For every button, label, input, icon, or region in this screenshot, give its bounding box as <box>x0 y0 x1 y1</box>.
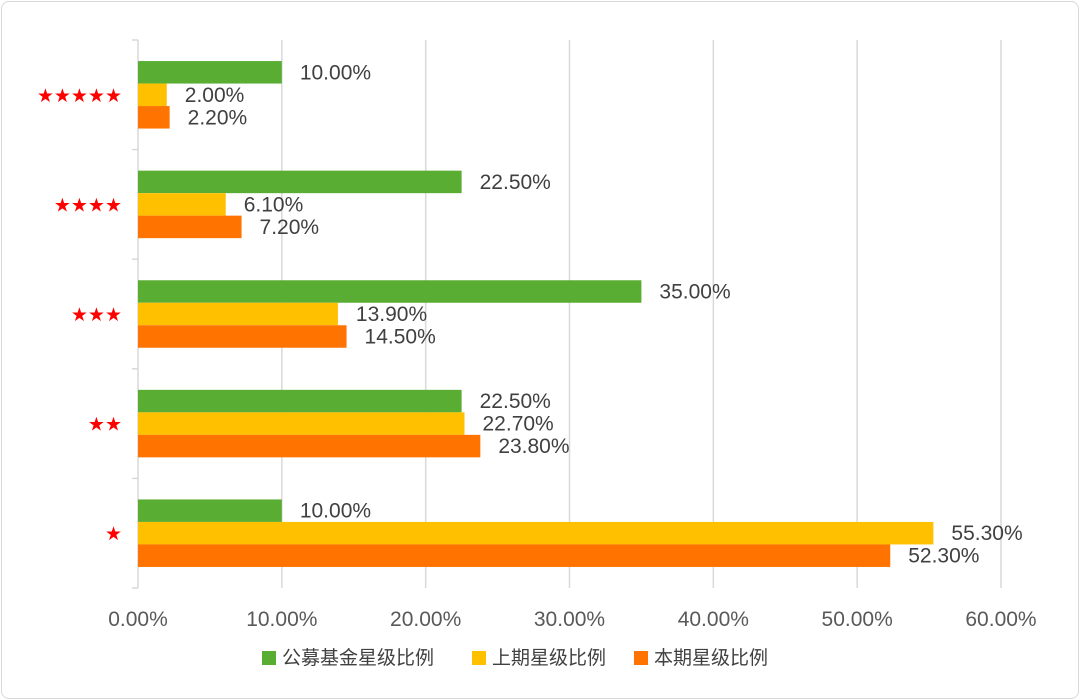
category-label: ★★★ <box>71 305 122 326</box>
data-label: 22.50% <box>480 171 551 194</box>
bar-2 <box>138 412 465 435</box>
category-label: ★ <box>105 524 122 545</box>
legend-label: 公募基金星级比例 <box>282 647 434 669</box>
x-tick-label: 30.00% <box>534 608 605 631</box>
bar-2 <box>138 521 934 545</box>
bar-3 <box>138 215 242 239</box>
bar-2 <box>138 193 226 216</box>
bar-3 <box>138 544 891 567</box>
data-label: 52.30% <box>908 545 979 568</box>
category-label: ★★★★★ <box>37 86 122 107</box>
bar-2 <box>138 83 167 107</box>
bar-3 <box>138 106 170 129</box>
data-label: 10.00% <box>300 61 371 84</box>
data-label: 22.70% <box>483 413 554 436</box>
data-label: 2.20% <box>188 106 248 129</box>
x-tick-label: 40.00% <box>678 608 749 631</box>
bar-3 <box>138 325 347 348</box>
data-label: 10.00% <box>300 500 371 523</box>
data-label: 13.90% <box>356 303 427 326</box>
bar-1 <box>138 61 282 84</box>
data-label: 2.00% <box>185 84 245 107</box>
x-tick-label: 0.00% <box>108 608 168 631</box>
data-label: 55.30% <box>951 522 1022 545</box>
bar-1 <box>138 389 462 413</box>
data-label: 35.00% <box>659 281 730 304</box>
x-tick-label: 20.00% <box>390 608 461 631</box>
bar-3 <box>138 434 481 458</box>
x-tick-label: 60.00% <box>965 608 1036 631</box>
bar-1 <box>138 170 462 194</box>
data-label: 7.20% <box>260 216 320 239</box>
data-label: 23.80% <box>498 435 569 458</box>
legend-swatch <box>634 651 648 665</box>
data-label: 6.10% <box>244 193 304 216</box>
data-label: 14.50% <box>365 326 436 349</box>
legend-label: 上期星级比例 <box>492 647 606 669</box>
bar-2 <box>138 302 338 326</box>
data-label: 22.50% <box>480 390 551 413</box>
category-label: ★★ <box>88 415 122 436</box>
x-tick-label: 10.00% <box>246 608 317 631</box>
x-tick-label: 50.00% <box>822 608 893 631</box>
legend-swatch <box>472 651 486 665</box>
legend-label: 本期星级比例 <box>654 647 768 669</box>
bar-1 <box>138 499 282 522</box>
legend-swatch <box>262 651 276 665</box>
bar-1 <box>138 280 642 303</box>
category-label: ★★★★ <box>54 195 122 216</box>
